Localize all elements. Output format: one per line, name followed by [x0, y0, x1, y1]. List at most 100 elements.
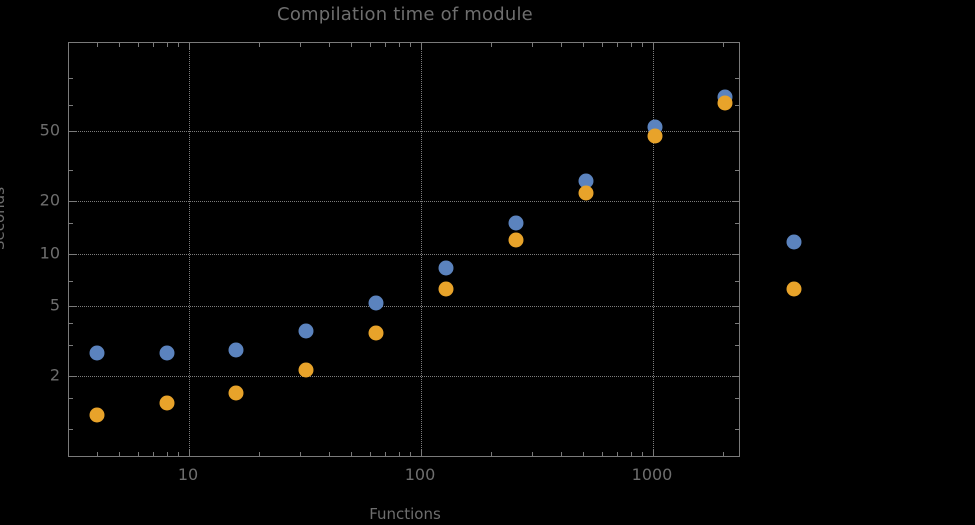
x-tick-minor-top — [398, 43, 400, 47]
y-tick-minor — [69, 397, 73, 399]
x-tick-minor-top — [583, 43, 585, 47]
y-tick-major — [69, 253, 76, 255]
scatter-point — [228, 342, 244, 358]
x-tick-minor — [119, 452, 121, 456]
scatter-point — [508, 232, 524, 248]
x-tick-minor-top — [166, 43, 168, 47]
chart-title: Compilation time of module — [277, 4, 533, 25]
x-tick-major — [189, 449, 190, 456]
y-tick-minor — [69, 105, 73, 107]
y-tick-major — [69, 306, 76, 308]
y-tick-major — [69, 376, 76, 377]
x-tick-minor — [630, 452, 632, 456]
x-tick-minor — [166, 452, 168, 456]
x-tick-minor — [153, 452, 155, 456]
x-tick-minor-top — [630, 43, 632, 47]
y-tick-minor-right — [735, 169, 739, 171]
x-tick-minor — [601, 452, 603, 456]
x-axis-title: Functions — [369, 505, 441, 523]
x-tick-minor — [369, 452, 371, 456]
scatter-point — [159, 395, 175, 411]
x-tick-minor — [531, 452, 533, 456]
scatter-point — [438, 281, 454, 297]
y-tick-minor-right — [735, 345, 739, 347]
y-tick-label: 10 — [39, 243, 60, 262]
scatter-point — [368, 295, 384, 311]
gridline-horizontal — [69, 200, 739, 202]
x-tick-minor-top — [601, 43, 603, 47]
scatter-point — [298, 323, 314, 339]
x-tick-minor — [351, 452, 353, 456]
y-tick-label: 2 — [49, 365, 60, 385]
y-tick-minor — [69, 345, 73, 347]
x-tick-minor-top — [531, 43, 533, 47]
gridline-horizontal — [69, 306, 739, 308]
x-tick-minor-top — [617, 43, 619, 47]
scatter-point — [89, 345, 105, 361]
x-tick-minor-top — [642, 43, 644, 47]
gridline-horizontal — [69, 253, 739, 255]
x-tick-minor-top — [722, 43, 724, 47]
x-tick-label: 1000 — [631, 465, 673, 484]
y-tick-minor-right — [735, 397, 739, 399]
x-tick-minor-top — [410, 43, 412, 47]
x-tick-minor-top — [299, 43, 301, 47]
x-tick-minor — [178, 452, 180, 456]
x-tick-minor-top — [560, 43, 562, 47]
y-tick-label: 50 — [39, 120, 60, 140]
y-tick-major — [69, 200, 76, 202]
y-tick-minor-right — [735, 428, 739, 430]
y-tick-major — [69, 131, 76, 132]
gridline-vertical — [189, 43, 190, 456]
x-tick-minor — [490, 452, 492, 456]
x-tick-minor — [560, 452, 562, 456]
y-tick-major-right — [732, 376, 739, 377]
gridline-vertical — [421, 43, 422, 456]
y-tick-minor — [69, 280, 73, 282]
x-tick-label: 100 — [404, 465, 436, 484]
scatter-point — [647, 128, 663, 144]
scatter-point — [578, 173, 594, 189]
y-tick-minor-right — [735, 323, 739, 325]
y-tick-major-right — [732, 253, 739, 255]
x-tick-minor — [617, 452, 619, 456]
x-tick-label: 10 — [177, 465, 199, 484]
y-tick-label: 20 — [39, 190, 60, 210]
x-tick-minor-top — [369, 43, 371, 47]
scatter-point — [368, 325, 384, 341]
x-tick-minor-top — [385, 43, 387, 47]
x-tick-minor — [410, 452, 412, 456]
scatter-point — [786, 234, 802, 250]
gridline-horizontal — [69, 131, 739, 132]
gridline-vertical — [653, 43, 654, 456]
y-tick-minor — [69, 222, 73, 224]
scatter-point — [438, 260, 454, 276]
y-tick-major-right — [732, 200, 739, 202]
y-tick-major-right — [732, 131, 739, 132]
x-tick-major-top — [421, 43, 422, 50]
x-tick-major — [421, 449, 422, 456]
x-tick-minor-top — [328, 43, 330, 47]
x-tick-minor-top — [351, 43, 353, 47]
x-tick-minor — [137, 452, 139, 456]
y-tick-minor-right — [735, 222, 739, 224]
x-tick-minor — [398, 452, 400, 456]
scatter-point — [508, 215, 524, 231]
scatter-point — [89, 407, 105, 423]
y-tick-minor — [69, 78, 73, 80]
x-tick-minor — [258, 452, 260, 456]
y-axis-title: Seconds — [0, 186, 8, 250]
x-tick-minor — [385, 452, 387, 456]
x-tick-minor — [299, 452, 301, 456]
scatter-point — [159, 345, 175, 361]
x-tick-minor-top — [119, 43, 121, 47]
y-tick-minor — [69, 323, 73, 325]
scatter-point — [786, 281, 802, 297]
scatter-point — [717, 95, 733, 111]
plot-area — [68, 42, 740, 457]
y-tick-minor — [69, 169, 73, 171]
y-tick-minor-right — [735, 105, 739, 107]
scatter-point — [228, 385, 244, 401]
y-tick-label: 5 — [49, 295, 60, 315]
